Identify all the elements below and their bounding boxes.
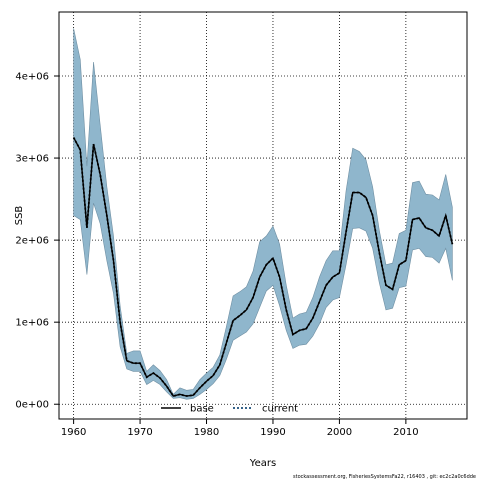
- x-tick-label: 1960: [61, 427, 86, 438]
- x-tick-label: 1990: [260, 427, 285, 438]
- y-tick-label: 3e+06: [15, 154, 49, 165]
- x-tick-label: 2010: [393, 427, 418, 438]
- x-axis: 1960 1970 1980 1990 2000 2010: [61, 419, 419, 438]
- y-tick-label: 0e+00: [15, 400, 49, 411]
- x-tick-label: 2000: [327, 427, 352, 438]
- confidence-band: [73, 28, 453, 400]
- series-line-current: [72, 137, 454, 398]
- series-lines: [72, 137, 454, 398]
- y-axis-title: SSB: [14, 206, 25, 226]
- x-tick-label: 1980: [194, 427, 219, 438]
- y-tick-label: 4e+06: [15, 72, 49, 83]
- y-tick-label: 1e+06: [15, 318, 49, 329]
- y-axis: 0e+00 1e+06 2e+06 3e+06 4e+06: [15, 72, 59, 411]
- x-axis-title: Years: [249, 458, 276, 469]
- plot-frame: [58, 11, 468, 420]
- y-tick-label: 2e+06: [15, 236, 49, 247]
- legend-label-base: base: [190, 404, 214, 415]
- legend-label-current: current: [262, 404, 298, 415]
- footer-caption: stockassessment.org, FisheriesSystemsFa2…: [293, 474, 476, 480]
- legend: base current: [161, 404, 298, 415]
- x-tick-label: 1970: [127, 427, 152, 438]
- ssb-confidence-band: [73, 28, 453, 400]
